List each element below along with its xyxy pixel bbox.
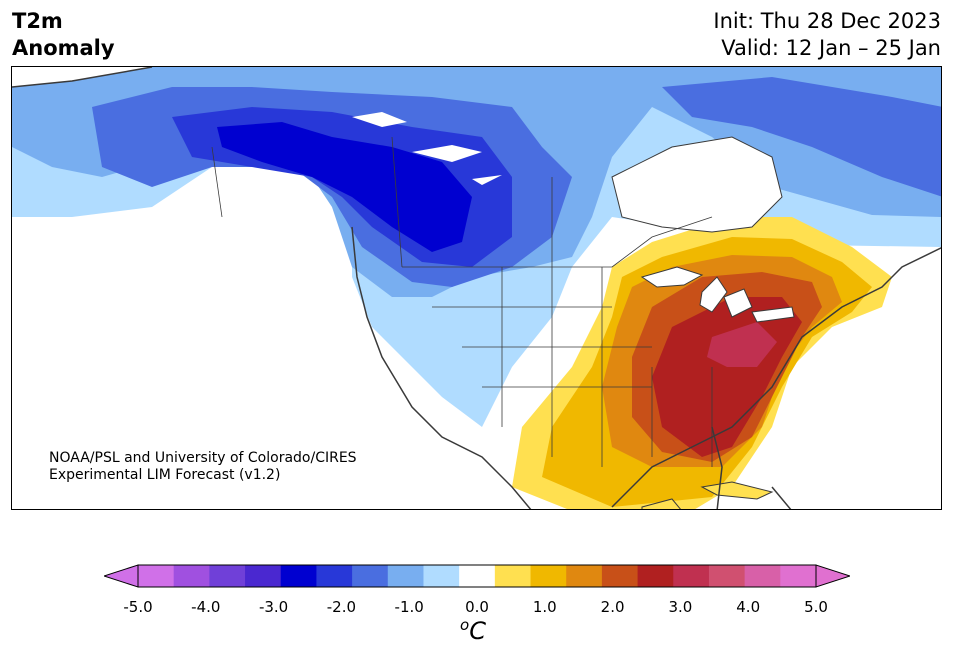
colorbar-segment: [708, 565, 746, 587]
colorbar-segment: [423, 565, 460, 587]
colorbar-segment: [459, 565, 496, 587]
great-lakes: [640, 266, 795, 323]
colorbar-over-arrow: [815, 564, 850, 588]
colorbar-tick-label: 2.0: [600, 598, 625, 616]
colorbar-segment: [245, 565, 282, 587]
colorbar-tick-label: 1.0: [532, 598, 557, 616]
land-blue-band-2-east: [662, 77, 941, 197]
colorbar-tick-label: -3.0: [258, 598, 289, 616]
credit-text: NOAA/PSL and University of Colorado/CIRE…: [49, 450, 357, 484]
map-svg: [12, 67, 941, 509]
map-title: T2m Anomaly: [12, 8, 115, 62]
colorbar-segment: [566, 565, 603, 587]
cuba: [641, 481, 774, 509]
colorbar-unit: oC: [460, 616, 486, 645]
hudson-bay: [611, 136, 783, 233]
credit-line-2: Experimental LIM Forecast (v1.2): [49, 467, 281, 483]
colorbar-ticks: -5.0 -4.0 -3.0 -2.0 -1.0 0.0 1.0 2.0 3.0 4.0 5.0: [0, 598, 953, 616]
unit-letter: C: [469, 617, 486, 645]
colorbar-tick-label: -1.0: [394, 598, 424, 616]
colorbar-segment: [673, 565, 710, 587]
colorbar-segment: [352, 565, 389, 587]
colorbar-segment: [601, 565, 639, 587]
colorbar-segments: [138, 565, 817, 587]
colorbar-segment: [780, 565, 817, 587]
colorbar: [104, 564, 850, 588]
valid-date: Valid: 12 Jan – 25 Jan: [721, 36, 941, 60]
colorbar-tick-label: -4.0: [191, 598, 221, 616]
colorbar-tick-label: 3.0: [668, 598, 693, 616]
anomaly-map: [11, 66, 942, 510]
unit-degree: o: [460, 616, 470, 634]
title-line-2: Anomaly: [12, 36, 115, 60]
colorbar-tick-label: -2.0: [326, 598, 357, 616]
colorbar-tick-label: 5.0: [804, 598, 828, 616]
colorbar-tick-label: 0.0: [465, 598, 489, 616]
state-borders: [211, 136, 713, 467]
arctic-channels: [352, 112, 502, 185]
colorbar-under-arrow: [104, 564, 139, 588]
colorbar-segment: [387, 565, 424, 587]
colorbar-frame: [137, 564, 817, 588]
colorbar-segment: [280, 565, 317, 587]
credit-line-1: NOAA/PSL and University of Colorado/CIRE…: [49, 450, 357, 466]
init-date: Init: Thu 28 Dec 2023: [713, 9, 941, 33]
coastline: [12, 67, 941, 509]
colorbar-segment: [209, 565, 246, 587]
colorbar-segment: [637, 565, 674, 587]
colorbar-segment: [744, 565, 781, 587]
colorbar-segment: [316, 565, 353, 587]
colorbar-segment: [494, 565, 532, 587]
title-line-1: T2m: [12, 9, 63, 33]
colorbar-segment: [530, 565, 567, 587]
land-blue-core: [217, 122, 472, 252]
colorbar-segment: [138, 565, 175, 587]
forecast-dates: Init: Thu 28 Dec 2023 Valid: 12 Jan – 25…: [713, 8, 941, 62]
colorbar-tick-label: -5.0: [123, 598, 153, 616]
warm-core: [707, 322, 777, 367]
colorbar-tick-label: 4.0: [736, 598, 761, 616]
colorbar-segment: [173, 565, 210, 587]
